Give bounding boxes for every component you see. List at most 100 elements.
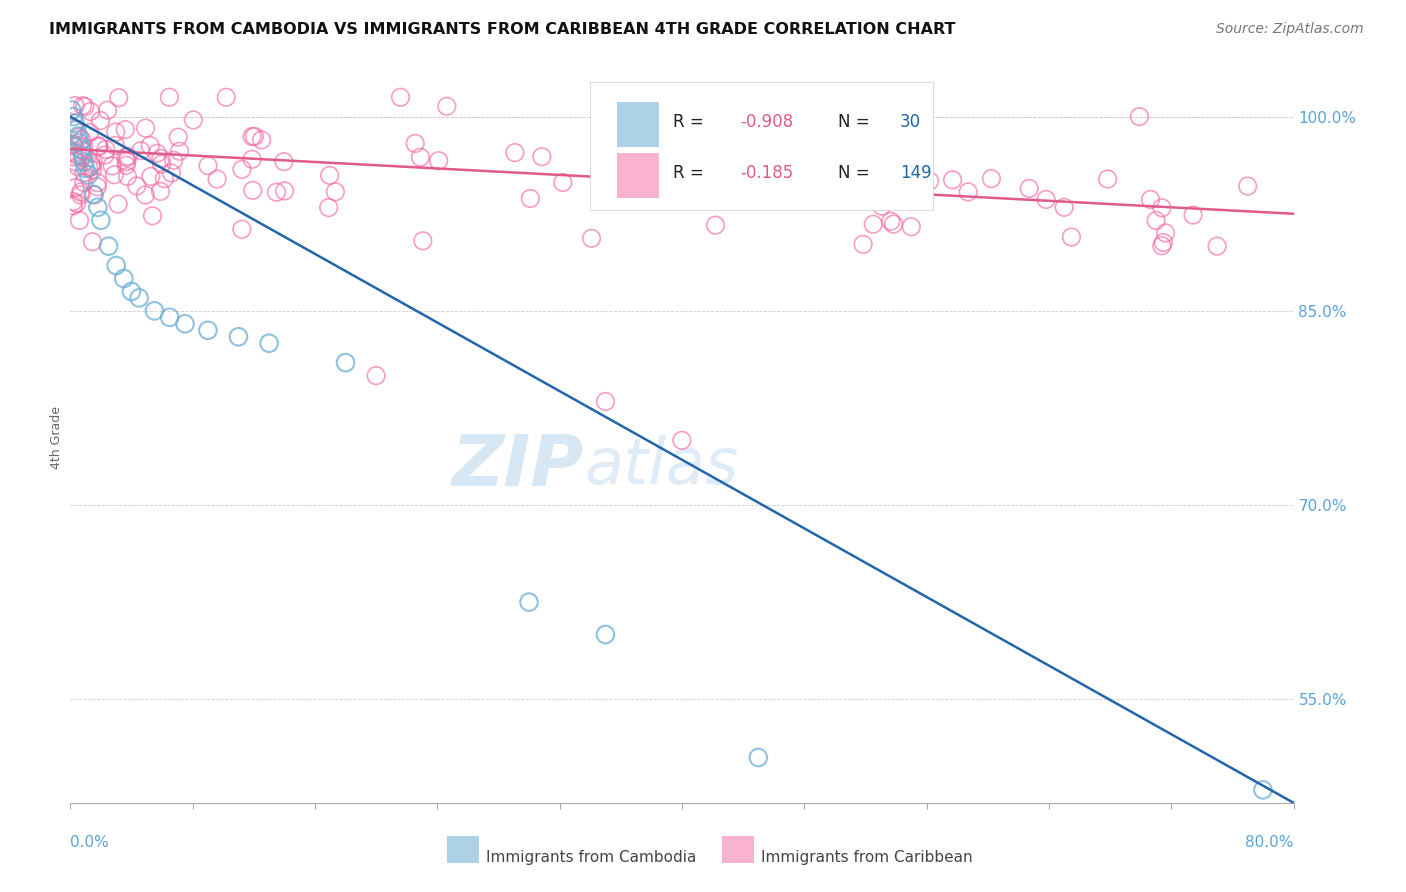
- Text: N =: N =: [838, 112, 876, 131]
- Point: [228, 330, 250, 344]
- Point: [69, 130, 91, 145]
- Point: [1182, 208, 1205, 222]
- Point: [87, 200, 110, 214]
- Point: [273, 154, 295, 169]
- Point: [69, 136, 91, 150]
- Point: [62, 194, 84, 209]
- Point: [174, 317, 197, 331]
- Point: [167, 130, 190, 145]
- Point: [335, 356, 357, 370]
- Point: [66, 160, 89, 174]
- Point: [163, 153, 186, 168]
- Point: [595, 627, 617, 641]
- Point: [942, 173, 965, 187]
- Point: [169, 145, 191, 159]
- Y-axis label: 4th Grade: 4th Grade: [51, 406, 63, 468]
- Point: [1150, 201, 1173, 215]
- Point: [63, 98, 86, 112]
- Point: [149, 152, 172, 166]
- Point: [250, 133, 273, 147]
- Point: [72, 151, 94, 165]
- Point: [77, 168, 100, 182]
- Point: [65, 122, 87, 136]
- Point: [97, 239, 120, 253]
- Point: [266, 185, 288, 199]
- Text: atlas: atlas: [583, 435, 738, 498]
- Point: [581, 231, 603, 245]
- Text: Immigrants from Caribbean: Immigrants from Caribbean: [762, 850, 973, 865]
- Point: [90, 213, 112, 227]
- Point: [980, 171, 1002, 186]
- Point: [62, 138, 84, 153]
- Point: [63, 116, 86, 130]
- Text: ZIP: ZIP: [451, 432, 583, 500]
- Point: [96, 103, 118, 118]
- Point: [160, 166, 183, 180]
- Point: [389, 90, 412, 104]
- Point: [86, 179, 108, 194]
- Point: [595, 394, 617, 409]
- Point: [197, 323, 219, 337]
- Point: [821, 176, 844, 190]
- Point: [1139, 193, 1161, 207]
- Point: [101, 159, 124, 173]
- Point: [957, 185, 980, 199]
- Point: [530, 150, 553, 164]
- Point: [146, 146, 169, 161]
- Point: [215, 90, 238, 104]
- Point: [1053, 200, 1076, 214]
- Point: [519, 192, 541, 206]
- Point: [1018, 181, 1040, 195]
- Point: [153, 171, 176, 186]
- Point: [121, 285, 143, 299]
- Point: [427, 153, 450, 168]
- Point: [240, 153, 263, 167]
- Text: -0.185: -0.185: [741, 164, 794, 182]
- Point: [231, 162, 253, 177]
- Point: [318, 201, 340, 215]
- Point: [73, 100, 96, 114]
- Point: [900, 219, 922, 234]
- Point: [404, 136, 426, 151]
- Point: [671, 434, 693, 448]
- Point: [763, 169, 786, 184]
- Point: [318, 169, 340, 183]
- Text: R =: R =: [673, 112, 710, 131]
- Point: [107, 91, 129, 105]
- Text: -0.908: -0.908: [741, 112, 794, 131]
- FancyBboxPatch shape: [447, 837, 479, 863]
- Point: [82, 162, 104, 177]
- Text: N =: N =: [838, 164, 876, 182]
- Point: [1206, 239, 1229, 253]
- Point: [517, 595, 540, 609]
- Point: [125, 178, 148, 193]
- Point: [139, 169, 162, 184]
- Point: [243, 129, 266, 144]
- Point: [82, 155, 104, 169]
- Point: [159, 310, 181, 325]
- Point: [73, 166, 96, 180]
- Point: [115, 154, 138, 169]
- Point: [89, 113, 111, 128]
- Point: [273, 184, 295, 198]
- Point: [1236, 179, 1258, 194]
- FancyBboxPatch shape: [723, 837, 754, 863]
- Point: [80, 157, 103, 171]
- Point: [141, 209, 163, 223]
- Point: [862, 217, 884, 231]
- Point: [69, 213, 91, 227]
- Point: [107, 197, 129, 211]
- Point: [503, 145, 526, 160]
- Point: [62, 150, 84, 164]
- Text: R =: R =: [673, 164, 710, 182]
- Point: [63, 122, 86, 136]
- Point: [551, 176, 574, 190]
- Point: [83, 188, 105, 202]
- Point: [1251, 782, 1274, 797]
- Point: [80, 160, 103, 174]
- Point: [94, 143, 117, 157]
- Text: Immigrants from Cambodia: Immigrants from Cambodia: [486, 850, 696, 865]
- Point: [756, 169, 779, 183]
- Point: [1152, 235, 1174, 250]
- Point: [117, 149, 139, 163]
